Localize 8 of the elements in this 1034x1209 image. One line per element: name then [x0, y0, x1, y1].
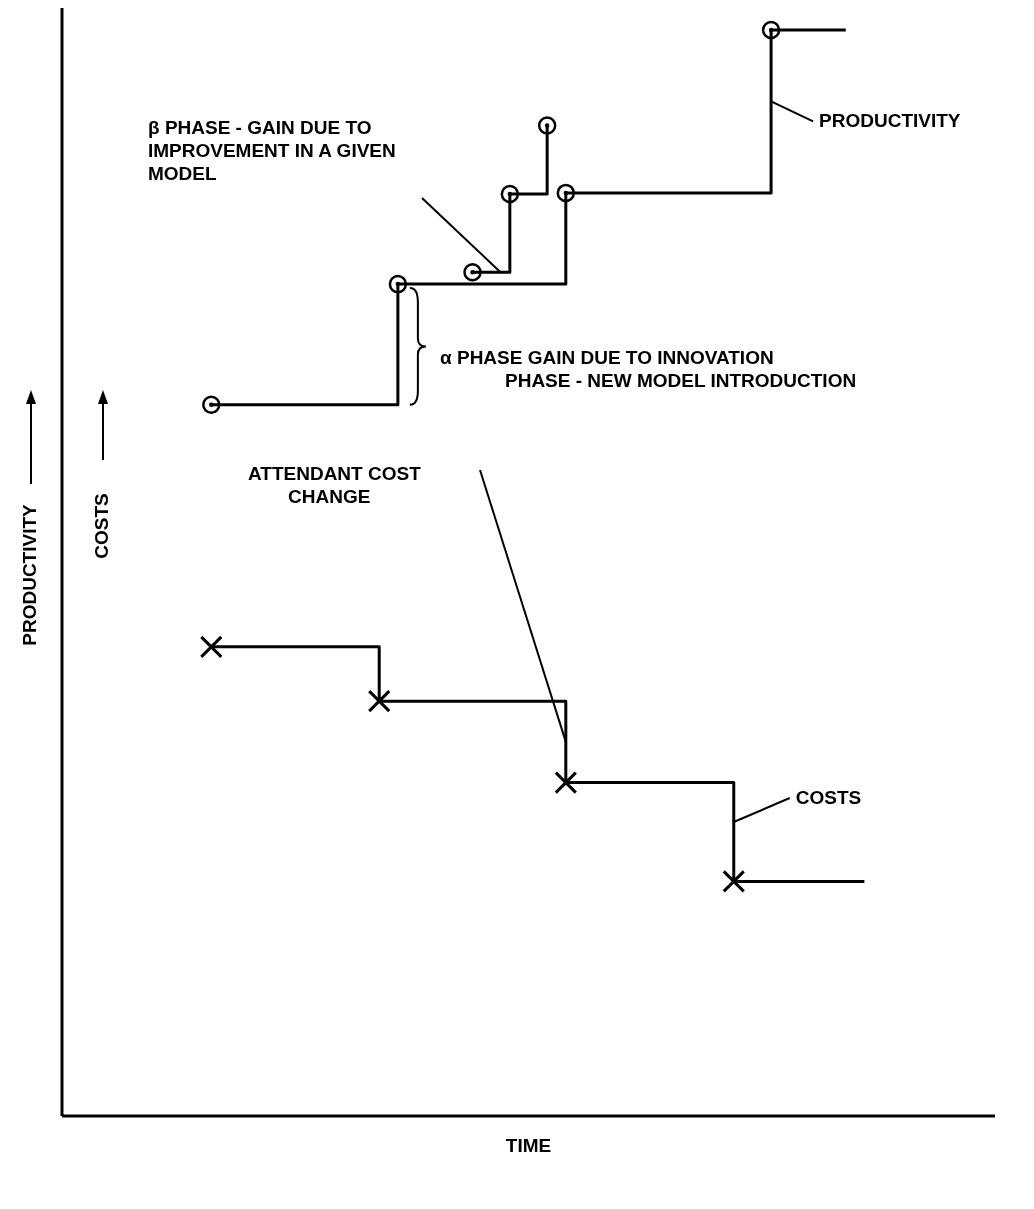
annotation: α PHASE GAIN DUE TO INNOVATION PHASE - NEW MODEL INTRODUCTION: [440, 347, 857, 391]
x-axis-title: TIME: [505, 1135, 552, 1156]
text: PRODUCTIVITY: [19, 503, 40, 646]
annotation: ATTENDANT COST CHANGE: [248, 463, 422, 507]
legend-label: COSTS: [795, 787, 862, 809]
legend-label: PRODUCTIVITY: [819, 110, 961, 132]
annotation: β PHASE - GAIN DUE TO IMPROVEMENT IN A GIVEN MODEL: [148, 117, 396, 184]
y2-axis-title: COSTS: [91, 493, 112, 559]
